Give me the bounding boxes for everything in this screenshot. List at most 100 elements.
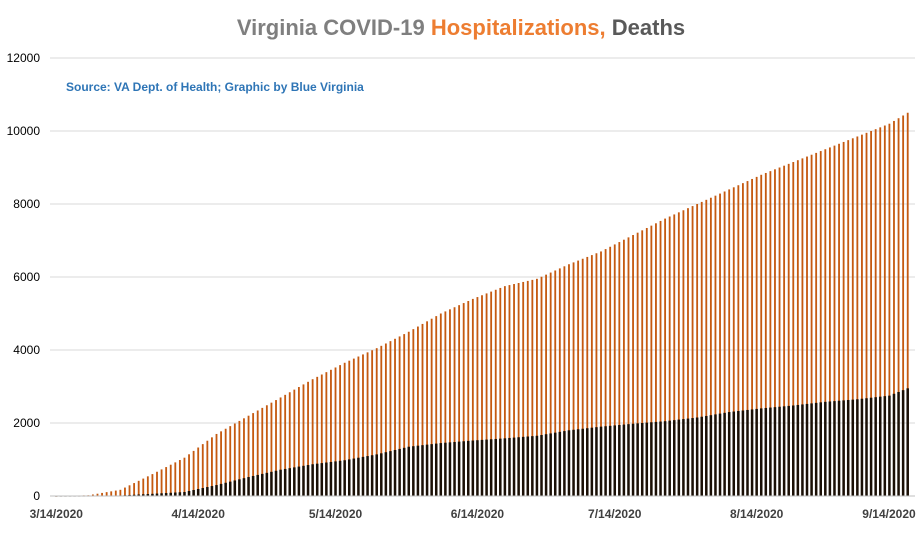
hospitalizations-bar — [256, 410, 259, 496]
deaths-bar — [155, 493, 159, 496]
deaths-bar — [494, 438, 497, 496]
hospitalizations-bar — [659, 220, 662, 496]
hospitalizations-bar — [499, 287, 502, 496]
hospitalizations-bar — [270, 402, 273, 496]
hospitalizations-bar — [888, 123, 891, 496]
hospitalizations-bar — [421, 323, 424, 496]
hospitalizations-bar — [893, 120, 895, 497]
deaths-bar — [302, 465, 305, 496]
hospitalizations-bar — [430, 318, 433, 496]
y-tick-label: 2000 — [13, 416, 40, 430]
x-tick-label: 6/14/2020 — [451, 507, 505, 521]
deaths-bar — [412, 446, 415, 496]
hospitalizations-bar — [819, 151, 822, 496]
hospitalizations-bar — [728, 189, 731, 496]
hospitalizations-bar — [732, 187, 735, 496]
hospitalizations-bar — [641, 230, 644, 496]
deaths-bar — [489, 439, 493, 496]
deaths-bar — [215, 485, 218, 496]
hospitalizations-bar — [101, 492, 103, 496]
hospitalizations-bar — [453, 307, 456, 496]
deaths-bar — [686, 418, 690, 496]
hospitalizations-bar — [238, 420, 241, 496]
hospitalizations-bar — [856, 136, 859, 497]
x-tick-label: 9/14/2020 — [862, 507, 916, 521]
hospitalizations-bar — [526, 280, 529, 496]
hospitalizations-bar — [247, 415, 250, 496]
hospitalizations-bar — [609, 246, 612, 496]
hospitalizations-bar — [755, 176, 758, 496]
deaths-bar — [851, 399, 855, 496]
deaths-bar — [430, 444, 433, 496]
hospitalizations-bar — [847, 140, 850, 497]
hospitalizations-bar — [801, 158, 804, 497]
hospitalizations-bar — [861, 134, 863, 496]
deaths-bar — [338, 460, 342, 496]
deaths-bar — [636, 423, 639, 496]
deaths-bar — [521, 436, 525, 496]
hospitalizations-bar — [668, 216, 671, 496]
deaths-bar — [746, 409, 749, 496]
hospitalizations-bar — [824, 149, 827, 496]
hospitalizations-bar — [531, 279, 534, 496]
hospitalizations-bar — [462, 303, 465, 496]
deaths-bar — [741, 410, 745, 496]
deaths-bar — [576, 429, 580, 496]
deaths-bar — [650, 422, 653, 496]
deaths-bar — [842, 400, 845, 496]
hospitalizations-bar — [760, 174, 763, 497]
hospitalizations-bar — [316, 376, 319, 496]
hospitalizations-bar — [778, 167, 781, 496]
deaths-bar — [283, 468, 287, 496]
hospitalizations-bar — [650, 225, 653, 496]
deaths-bar — [503, 438, 507, 496]
hospitalizations-bar — [874, 129, 877, 496]
hospitalizations-bar — [279, 397, 282, 496]
hospitalizations-bar — [275, 400, 277, 496]
hospitalizations-bar — [517, 283, 520, 496]
deaths-bar — [174, 492, 177, 496]
deaths-bar — [627, 424, 630, 496]
deaths-bar — [567, 430, 571, 496]
hospitalizations-bar — [522, 281, 525, 496]
x-tick-label: 7/14/2020 — [588, 507, 642, 521]
hospitalizations-bar — [696, 204, 699, 496]
hospitalizations-bar — [220, 431, 222, 496]
hospitalizations-bar — [444, 311, 447, 496]
deaths-bar — [233, 480, 237, 496]
deaths-bar — [448, 442, 452, 496]
hospitalizations-bar — [407, 331, 410, 496]
deaths-bar — [192, 490, 195, 496]
deaths-bar — [421, 445, 424, 496]
hospitalizations-bar — [169, 464, 172, 496]
hospitalizations-bar — [320, 374, 323, 496]
hospitalizations-bar — [783, 165, 786, 496]
deaths-bar — [700, 416, 703, 496]
deaths-bar — [201, 488, 205, 496]
hospitalizations-bar — [192, 450, 195, 496]
hospitalizations-bar — [865, 132, 868, 496]
hospitalizations-bar — [568, 264, 570, 496]
hospitalizations-bar — [151, 474, 154, 496]
hospitalizations-bar — [590, 255, 593, 496]
deaths-bar — [238, 479, 241, 496]
deaths-bar — [883, 396, 887, 496]
hospitalizations-bar — [554, 270, 557, 496]
hospitalization-bars — [55, 112, 909, 497]
hospitalizations-bar — [828, 147, 831, 496]
deaths-bar — [572, 429, 575, 496]
deaths-bar — [370, 455, 374, 496]
hospitalizations-bar — [622, 239, 625, 496]
hospitalizations-bar — [536, 278, 538, 496]
deaths-bar — [709, 415, 713, 496]
deaths-bar — [206, 487, 209, 496]
deaths-bar — [389, 451, 392, 496]
deaths-bar — [801, 404, 804, 496]
hospitalizations-bar — [545, 274, 547, 496]
deaths-bar — [535, 435, 539, 496]
deaths-bar — [146, 494, 150, 496]
deaths-bar — [631, 423, 635, 496]
hospitalizations-bar — [636, 232, 639, 496]
